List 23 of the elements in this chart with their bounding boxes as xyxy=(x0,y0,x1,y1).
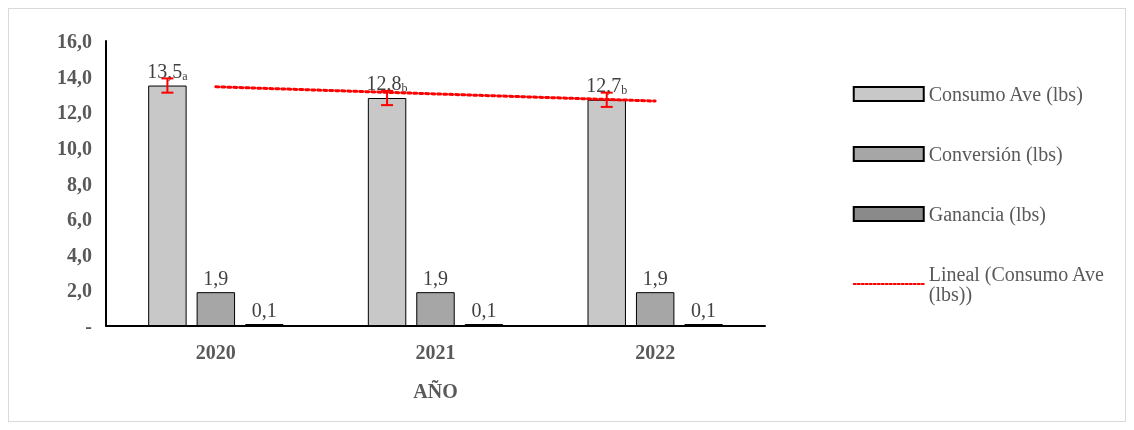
data-label: 0,1 xyxy=(691,299,717,321)
y-tick-label: - xyxy=(85,315,92,337)
data-label: 1,9 xyxy=(642,267,668,290)
y-tick-label: 14,0 xyxy=(57,65,92,88)
data-label: 1,9 xyxy=(423,267,448,290)
y-tick-label: 10,0 xyxy=(57,136,92,159)
legend-label: Lineal (Consumo Ave (lbs)) xyxy=(928,263,1109,306)
x-tick-label: 2020 xyxy=(195,341,236,363)
data-label: 0,1 xyxy=(251,299,277,321)
data-label: 0,1 xyxy=(471,299,497,321)
y-tick-label: 4,0 xyxy=(67,243,92,266)
legend-label: Consumo Ave (lbs) xyxy=(928,83,1083,106)
y-tick-label: 8,0 xyxy=(67,172,92,195)
y-tick-label: 6,0 xyxy=(67,208,92,231)
x-tick-label: 2022 xyxy=(635,341,676,363)
y-tick-label: 16,0 xyxy=(57,30,92,52)
x-tick-label: 2021 xyxy=(415,341,456,363)
legend-label: Ganancia (lbs) xyxy=(928,203,1046,226)
y-tick-label: 2,0 xyxy=(67,279,92,302)
y-tick-label: 12,0 xyxy=(57,101,92,124)
legend-label: Conversión (lbs) xyxy=(928,143,1063,166)
data-label: 1,9 xyxy=(203,267,229,290)
x-axis-title: AÑO xyxy=(413,380,458,402)
